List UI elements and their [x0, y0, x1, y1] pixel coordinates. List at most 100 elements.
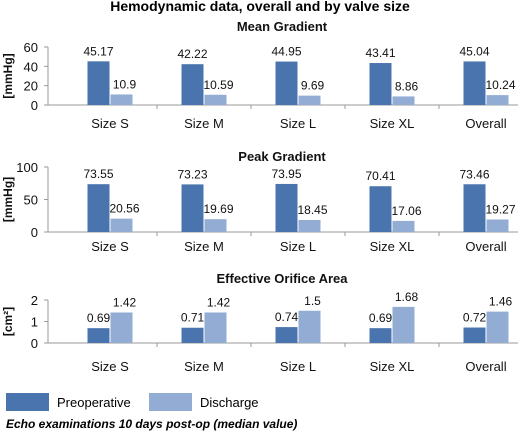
y-tick-label: 50 [24, 193, 38, 208]
bar-preoperative [181, 64, 204, 105]
category-label: Size XL [370, 359, 415, 374]
bar-preoperative [275, 327, 298, 343]
data-label-discharge: 1.68 [395, 290, 419, 304]
bar-discharge [298, 95, 321, 105]
data-label-preoperative: 0.69 [87, 311, 111, 325]
category-label: Size S [91, 239, 129, 254]
bar-discharge [486, 311, 509, 343]
category-label: Size M [184, 116, 224, 131]
data-label-preoperative: 70.41 [365, 169, 395, 183]
data-label-preoperative: 73.46 [459, 167, 489, 181]
category-label: Size L [280, 239, 316, 254]
bar-preoperative [369, 328, 392, 343]
bar-discharge [392, 220, 415, 232]
bar-preoperative [275, 183, 298, 232]
category-label: Size S [91, 116, 129, 131]
y-tick-label: 0 [31, 98, 38, 113]
data-label-preoperative: 44.95 [271, 45, 301, 59]
bar-discharge [298, 220, 321, 232]
y-tick-label: 1 [31, 315, 38, 330]
bar-preoperative [275, 61, 298, 105]
category-label: Overall [465, 116, 506, 131]
bar-discharge [204, 219, 227, 232]
data-label-preoperative: 0.71 [181, 311, 205, 325]
legend-swatch-discharge [149, 393, 192, 411]
bar-discharge [110, 218, 133, 232]
y-tick-label: 60 [24, 40, 38, 55]
y-tick-label: 100 [16, 160, 38, 175]
legend-label-discharge: Discharge [200, 395, 259, 410]
footnote: Echo examinations 10 days post-op (media… [6, 417, 297, 431]
panel-2: Peak Gradient [mmHg] 0 50 100 73.55 20.56 Size … [1, 149, 518, 254]
bar-discharge [392, 306, 415, 343]
data-label-preoperative: 73.95 [271, 167, 301, 181]
bar-discharge [486, 95, 509, 105]
data-label-preoperative: 73.23 [177, 167, 207, 181]
data-label-discharge: 10.24 [485, 78, 515, 92]
data-label-discharge: 19.69 [203, 202, 233, 216]
bar-discharge [110, 312, 133, 343]
panel-title: Effective Orifice Area [216, 271, 348, 286]
data-label-discharge: 1.5 [304, 294, 321, 308]
bar-discharge [110, 94, 133, 105]
data-label-discharge: 8.86 [395, 79, 419, 93]
category-label: Overall [465, 359, 506, 374]
bar-preoperative [87, 184, 110, 232]
figure-title: Hemodynamic data, overall and by valve s… [110, 0, 410, 14]
bar-discharge [486, 219, 509, 232]
data-label-preoperative: 0.69 [369, 311, 393, 325]
data-label-discharge: 18.45 [297, 203, 327, 217]
y-axis-label: [mmHg] [1, 177, 15, 222]
y-tick-label: 20 [24, 79, 38, 94]
data-label-discharge: 10.59 [203, 78, 233, 92]
bar-preoperative [87, 328, 110, 343]
y-axis-label: [mmHg] [1, 53, 15, 98]
data-label-preoperative: 73.55 [83, 167, 113, 181]
y-tick-label: 0 [31, 225, 38, 240]
data-label-discharge: 10.9 [113, 77, 137, 91]
bar-discharge [298, 310, 321, 343]
panel-title: Mean Gradient [237, 19, 328, 34]
category-label: Size XL [370, 116, 415, 131]
legend-label-preoperative: Preoperative [57, 395, 131, 410]
data-label-preoperative: 45.17 [83, 44, 113, 58]
y-axis-label: [cm²] [1, 307, 15, 336]
category-label: Size L [280, 116, 316, 131]
bar-preoperative [181, 184, 204, 232]
category-label: Size XL [370, 239, 415, 254]
y-tick-label: 2 [31, 293, 38, 308]
data-label-preoperative: 42.22 [177, 47, 207, 61]
data-label-preoperative: 43.41 [365, 46, 395, 60]
data-label-preoperative: 0.74 [275, 310, 299, 324]
bar-preoperative [369, 63, 392, 105]
category-label: Size M [184, 359, 224, 374]
bar-discharge [204, 312, 227, 343]
legend: Preoperative Discharge [6, 393, 259, 411]
bar-discharge [204, 94, 227, 105]
bar-preoperative [181, 327, 204, 343]
bar-preoperative [369, 186, 392, 232]
data-label-discharge: 1.42 [113, 295, 137, 309]
category-label: Size M [184, 239, 224, 254]
y-tick-label: 0 [31, 336, 38, 351]
category-label: Size L [280, 359, 316, 374]
bar-preoperative [463, 327, 486, 343]
data-label-discharge: 9.69 [301, 79, 325, 93]
data-label-discharge: 19.27 [485, 202, 515, 216]
data-label-discharge: 20.56 [109, 202, 139, 216]
legend-swatch-preoperative [6, 393, 49, 411]
data-label-preoperative: 45.04 [459, 44, 489, 58]
data-label-discharge: 1.46 [489, 295, 513, 309]
data-label-preoperative: 0.72 [463, 311, 487, 325]
bar-preoperative [463, 184, 486, 232]
bar-discharge [392, 96, 415, 105]
data-label-discharge: 17.06 [391, 204, 421, 218]
panel-title: Peak Gradient [238, 149, 326, 164]
panel-3: Effective Orifice Area[cm²]0120.691.42Si… [1, 271, 518, 374]
y-tick-label: 40 [24, 59, 38, 74]
bar-preoperative [87, 61, 110, 105]
category-label: Size S [91, 359, 129, 374]
category-label: Overall [465, 239, 506, 254]
